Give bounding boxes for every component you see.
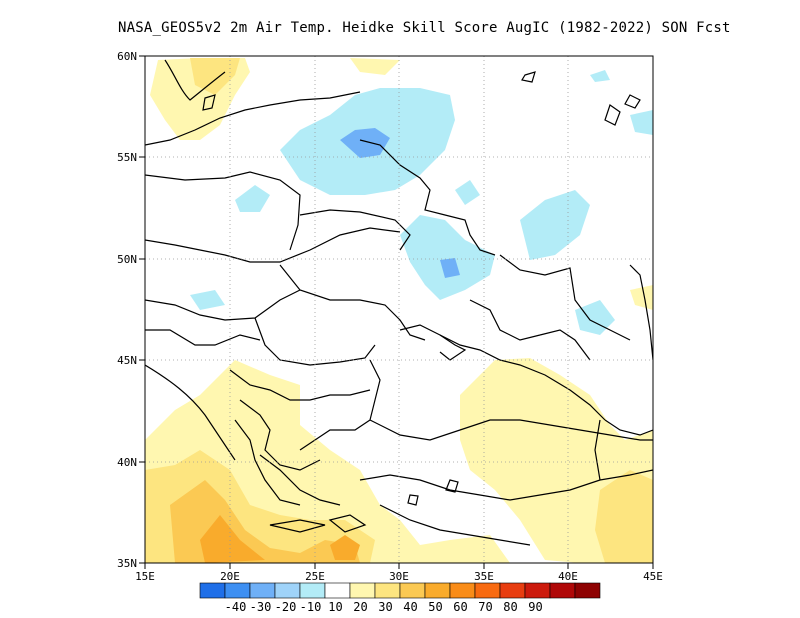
colorbar-swatch (349, 582, 376, 599)
colorbar-swatch (399, 582, 426, 599)
colorbar-swatch (199, 582, 226, 599)
colorbar-swatch (474, 582, 501, 599)
x-tick-label: 25E (305, 570, 325, 583)
y-tick-label: 35N (117, 557, 137, 570)
positive-skill-shading (145, 58, 653, 563)
x-tick-label: 30E (389, 570, 409, 583)
colorbar-label: 90 (528, 600, 542, 614)
y-tick-label: 45N (117, 354, 137, 367)
colorbar-label: 50 (428, 600, 442, 614)
coastlines-borders (145, 59, 653, 546)
colorbar-swatch (249, 582, 276, 599)
colorbar-label: 60 (453, 600, 467, 614)
x-tick-label: 35E (474, 570, 494, 583)
colorbar-swatch (499, 582, 526, 599)
colorbar-label: -40 (225, 600, 247, 614)
colorbar-label: 30 (378, 600, 392, 614)
colorbar-swatch (449, 582, 476, 599)
colorbar-label: 80 (503, 600, 517, 614)
colorbar-swatch (274, 582, 301, 599)
x-tick-label: 20E (220, 570, 240, 583)
x-tick-label: 45E (643, 570, 663, 583)
y-tick-label: 60N (117, 50, 137, 63)
negative-skill-shading (190, 70, 653, 335)
colorbar-label: 70 (478, 600, 492, 614)
colorbar-swatch (224, 582, 251, 599)
x-tick-label: 40E (558, 570, 578, 583)
colorbar-label: -30 (250, 600, 272, 614)
y-tick-label: 40N (117, 456, 137, 469)
tick-marks (139, 55, 654, 569)
colorbar-swatch (549, 582, 576, 599)
colorbar-swatch (424, 582, 451, 599)
y-axis-labels: 35N 40N 45N 50N 55N 60N (117, 50, 137, 570)
colorbar-swatch (299, 582, 326, 599)
colorbar-label: 10 (328, 600, 342, 614)
colorbar: -40 -30 -20 -10 10 20 30 40 50 60 70 80 90 (199, 582, 601, 614)
y-tick-label: 55N (117, 151, 137, 164)
colorbar-swatch (574, 582, 601, 599)
colorbar-swatch (324, 582, 351, 599)
colorbar-label: 20 (353, 600, 367, 614)
gridlines (145, 56, 653, 563)
y-tick-label: 50N (117, 253, 137, 266)
x-tick-label: 15E (135, 570, 155, 583)
map-title: NASA_GEOS5v2 2m Air Temp. Heidke Skill S… (118, 20, 731, 36)
x-axis-labels: 15E 20E 25E 30E 35E 40E 45E (135, 570, 663, 583)
map-area (145, 58, 653, 563)
colorbar-label: -20 (275, 600, 297, 614)
colorbar-label: 40 (403, 600, 417, 614)
colorbar-swatch (524, 582, 551, 599)
colorbar-swatch (374, 582, 401, 599)
colorbar-label: -10 (300, 600, 322, 614)
